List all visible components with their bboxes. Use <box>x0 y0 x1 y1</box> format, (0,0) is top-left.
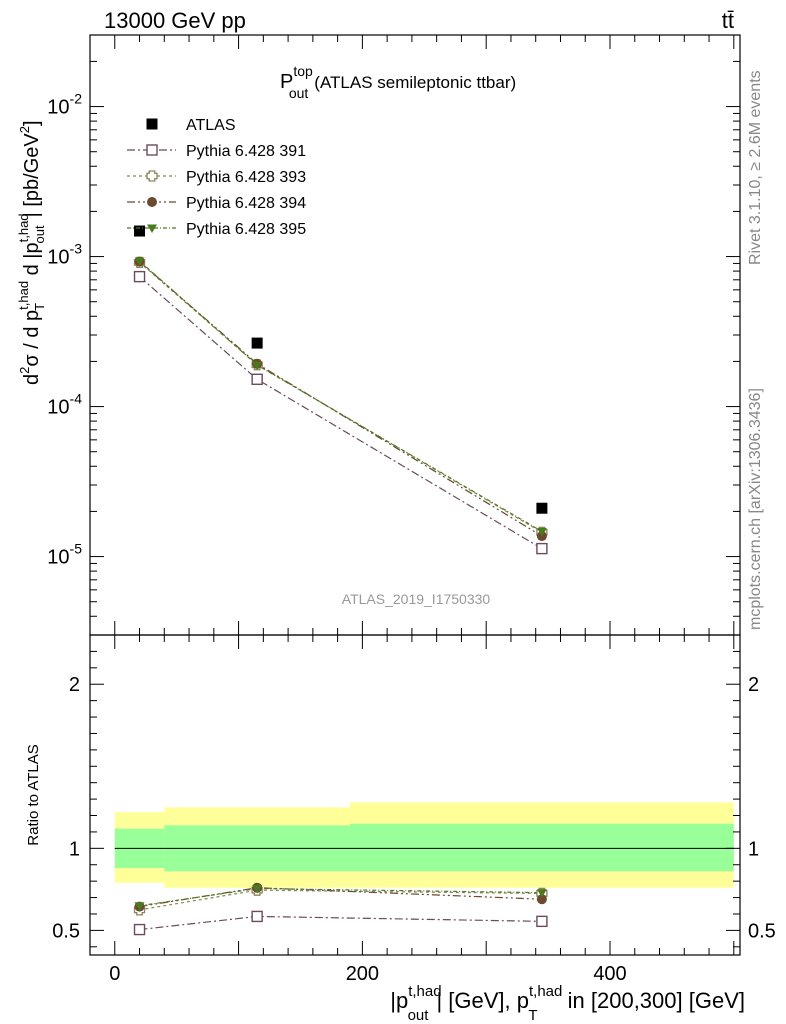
ratio-y-tick-label-right: 0.5 <box>748 920 776 942</box>
series-line <box>139 261 543 533</box>
ratio-y-tick-label-right: 2 <box>748 674 759 696</box>
ratio-y-tick-label-right: 1 <box>748 838 759 860</box>
ratio-y-tick-label: 2 <box>69 674 80 696</box>
y-tick-label: 10-4 <box>47 391 82 419</box>
x-axis-label: |pt,had out| [GeV], pt,had T in [200,300] … <box>390 983 745 1024</box>
ratio-ylabel: Ratio to ATLAS <box>25 744 42 845</box>
uncertainty-band-inner <box>350 823 734 872</box>
ratio-point <box>251 910 263 923</box>
ratio-point <box>134 902 145 911</box>
legend-label: Pythia 6.428 395 <box>186 221 306 238</box>
data-point <box>536 502 548 514</box>
analysis-watermark: ATLAS_2019_I1750330 <box>342 591 491 607</box>
process-label: tt̄ <box>722 8 734 33</box>
series-line <box>139 260 543 532</box>
x-tick-label: 200 <box>346 963 379 985</box>
legend-marker <box>146 118 158 130</box>
ratio-frame <box>89 634 741 956</box>
ratio-panel: 0.5 0.5 1 1 2 2 0 200 400 Ratio to ATLAS |pt,ha… <box>25 634 776 1024</box>
series-line <box>139 276 543 550</box>
y-tick-label: 10-2 <box>47 91 82 119</box>
chart-title: Ptop out(ATLAS semileptonic ttbar) <box>280 63 516 101</box>
legend-marker <box>146 170 158 182</box>
legend-marker <box>147 224 157 233</box>
main-panel: 10-5 10-4 10-3 10-2 Ptop out(ATLAS semilepto… <box>16 34 741 636</box>
ratio-series-line <box>139 889 542 911</box>
main-ylabel: d2σ / d pt,hadT d |pt,hadout| [pb/GeV2] <box>16 120 47 385</box>
legend: ATLAS Pythia 6.428 391 Pythia 6.428 393 Pyt… <box>127 117 306 238</box>
legend-label: Pythia 6.428 391 <box>186 143 306 160</box>
y-tick-label: 10-5 <box>47 541 82 569</box>
ratio-point <box>252 885 263 894</box>
data-point <box>134 225 146 237</box>
ratio-point <box>133 923 146 936</box>
legend-label: ATLAS <box>186 117 236 134</box>
ratio-point <box>536 889 547 898</box>
legend-marker <box>146 144 158 156</box>
x-tick-label: 400 <box>593 963 626 985</box>
data-point <box>133 270 146 283</box>
energy-label: 13000 GeV pp <box>104 8 246 33</box>
y-tick-label: 10-3 <box>47 241 82 269</box>
ratio-series-line <box>139 915 542 931</box>
series-line <box>139 261 543 537</box>
legend-label: Pythia 6.428 393 <box>186 169 306 186</box>
ratio-y-tick-label: 0.5 <box>52 920 80 942</box>
mcplots-label: mcplots.cern.ch [arXiv:1306.3436] <box>747 388 764 630</box>
ratio-y-tick-label: 1 <box>69 838 80 860</box>
data-point <box>251 373 263 385</box>
data-point <box>536 527 547 537</box>
data-point <box>252 361 263 371</box>
data-point <box>134 257 145 266</box>
rivet-label: Rivet 3.1.10, ≥ 2.6M events <box>747 70 764 265</box>
x-tick-label: 0 <box>109 963 120 985</box>
ratio-point <box>536 915 548 928</box>
ratio-point <box>536 894 547 905</box>
data-point <box>251 337 263 349</box>
legend-label: Pythia 6.428 394 <box>186 195 306 212</box>
legend-marker <box>147 197 157 207</box>
data-point <box>536 542 548 555</box>
